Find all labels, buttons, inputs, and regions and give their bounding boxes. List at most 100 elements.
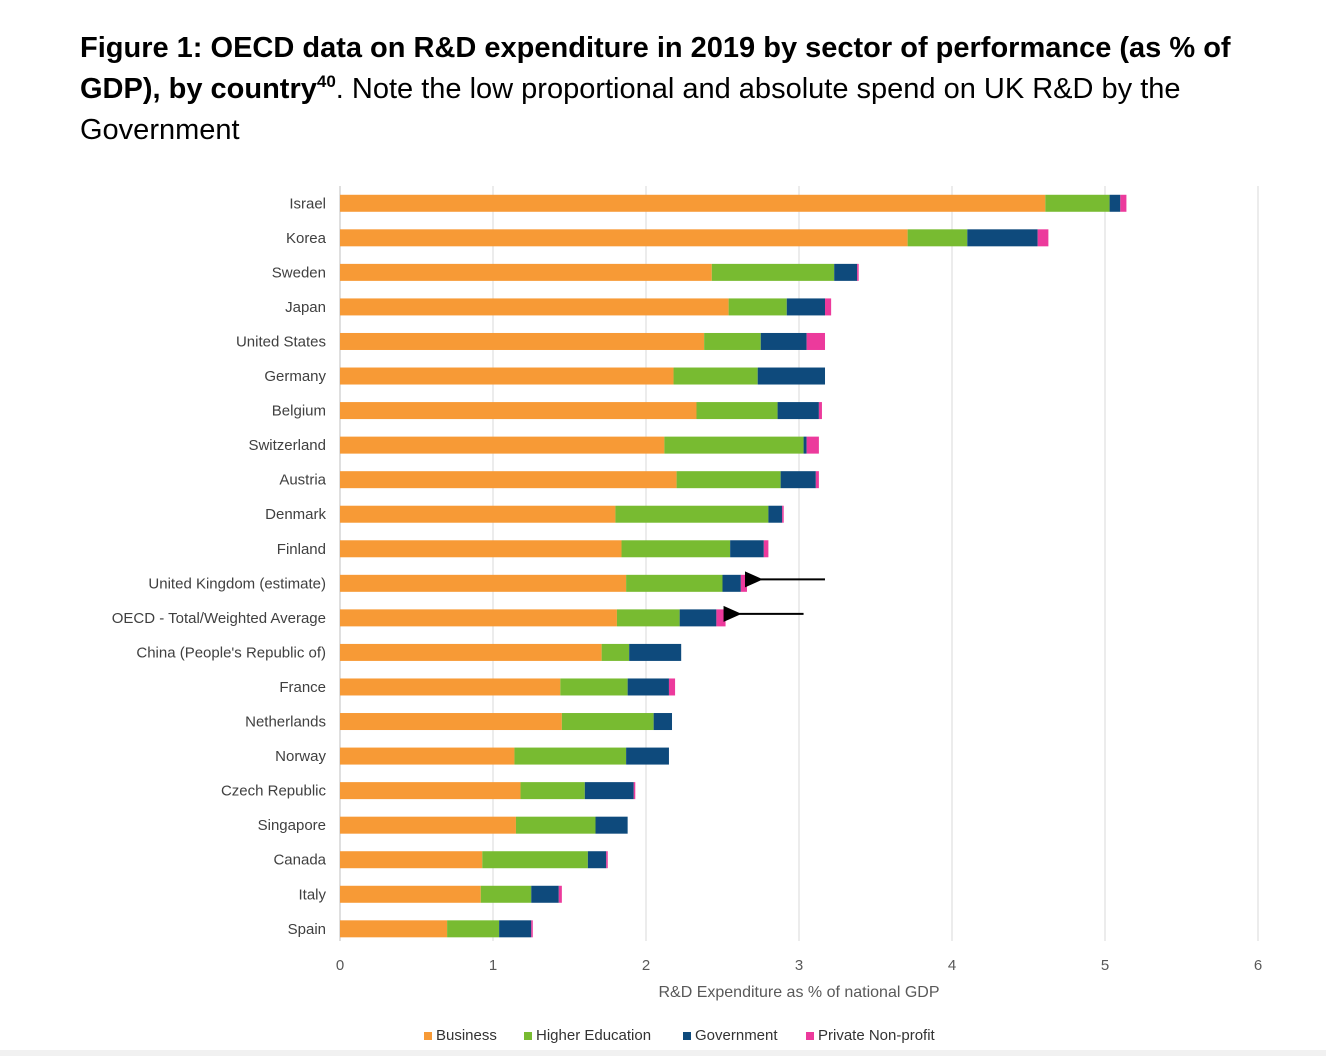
bar-canada-higher-education <box>482 851 588 869</box>
bar-korea-business <box>340 229 908 247</box>
bar-austria-business <box>340 471 677 489</box>
bar-finland-business <box>340 540 622 558</box>
bar-sweden-government <box>834 263 858 281</box>
bar-france-business <box>340 678 561 696</box>
bar-china-people-s-republic-of-business <box>340 643 602 661</box>
bar-belgium-government <box>777 402 819 420</box>
x-tick-label-4: 4 <box>948 957 956 974</box>
legend-item-business: Business <box>424 1027 497 1044</box>
bar-denmark-business <box>340 505 616 523</box>
legend-label-higher-education: Higher Education <box>536 1027 652 1044</box>
bar-oecd-total-weighted-average-private-non-profit <box>716 609 726 627</box>
bar-belgium-private-non-profit <box>818 402 822 420</box>
legend-swatch-private-non-profit <box>806 1031 814 1040</box>
bar-denmark-private-non-profit <box>782 505 784 523</box>
x-tick-label-1: 1 <box>489 957 497 974</box>
y-tick-label-czech-republic: Czech Republic <box>221 783 327 800</box>
bar-netherlands-business <box>340 713 562 731</box>
y-tick-label-oecd-total-weighted-average: OECD - Total/Weighted Average <box>112 610 326 627</box>
y-tick-label-austria: Austria <box>279 472 326 489</box>
bar-united-kingdom-estimate-government <box>722 574 741 592</box>
bar-japan-business <box>340 298 729 316</box>
bar-germany-government <box>757 367 826 385</box>
bar-united-states-business <box>340 332 705 350</box>
bar-norway-government <box>626 747 669 765</box>
bar-finland-government <box>730 540 764 558</box>
bar-czech-republic-business <box>340 782 521 800</box>
bar-sweden-private-non-profit <box>857 263 859 281</box>
legend-label-business: Business <box>436 1027 497 1044</box>
bar-czech-republic-higher-education <box>520 782 585 800</box>
bar-spain-private-non-profit <box>531 920 533 938</box>
legend-item-private-non-profit: Private Non-profit <box>806 1027 935 1044</box>
y-tick-label-singapore: Singapore <box>258 817 326 834</box>
bar-china-people-s-republic-of-government <box>629 643 682 661</box>
legend-label-government: Government <box>695 1027 778 1044</box>
bar-spain-government <box>499 920 532 938</box>
bar-canada-business <box>340 851 483 869</box>
bar-finland-higher-education <box>621 540 731 558</box>
x-tick-label-3: 3 <box>795 957 803 974</box>
legend-swatch-government <box>683 1031 691 1040</box>
bar-denmark-government <box>768 505 783 523</box>
y-tick-label-finland: Finland <box>277 541 326 558</box>
y-tick-label-italy: Italy <box>298 886 326 903</box>
bar-korea-government <box>967 229 1038 247</box>
y-tick-label-israel: Israel <box>289 195 326 212</box>
bar-france-government <box>627 678 669 696</box>
bar-italy-higher-education <box>480 885 532 903</box>
bar-germany-higher-education <box>673 367 758 385</box>
legend-swatch-higher-education <box>524 1031 532 1040</box>
y-tick-label-spain: Spain <box>288 921 326 938</box>
x-axis-title: R&D Expenditure as % of national GDP <box>658 984 939 1001</box>
bar-finland-private-non-profit <box>763 540 769 558</box>
bar-switzerland-business <box>340 436 665 454</box>
bar-singapore-government <box>595 816 628 834</box>
bar-france-higher-education <box>560 678 628 696</box>
legend-label-private-non-profit: Private Non-profit <box>818 1027 935 1044</box>
bar-czech-republic-government <box>584 782 634 800</box>
bar-japan-government <box>786 298 826 316</box>
bar-korea-higher-education <box>907 229 968 247</box>
bar-united-kingdom-estimate-business <box>340 574 627 592</box>
bar-germany-business <box>340 367 674 385</box>
y-tick-label-germany: Germany <box>264 368 326 385</box>
y-tick-label-france: France <box>279 679 326 696</box>
bar-austria-private-non-profit <box>815 471 819 489</box>
bar-israel-higher-education <box>1045 194 1110 212</box>
bar-oecd-total-weighted-average-government <box>679 609 717 627</box>
y-tick-label-belgium: Belgium <box>272 403 326 420</box>
x-tick-label-2: 2 <box>642 957 650 974</box>
bar-switzerland-higher-education <box>664 436 804 454</box>
legend-item-higher-education: Higher Education <box>524 1027 651 1044</box>
y-tick-label-japan: Japan <box>285 299 326 316</box>
y-tick-label-norway: Norway <box>275 748 326 765</box>
bar-japan-higher-education <box>728 298 787 316</box>
y-tick-label-canada: Canada <box>273 852 326 869</box>
bar-italy-government <box>531 885 559 903</box>
y-tick-label-china-people-s-republic-of: China (People's Republic of) <box>136 644 326 661</box>
caption-footnote: 40 <box>316 72 336 91</box>
y-tick-label-united-states: United States <box>236 333 326 350</box>
bar-austria-higher-education <box>676 471 781 489</box>
bar-spain-higher-education <box>447 920 500 938</box>
bar-netherlands-higher-education <box>561 713 654 731</box>
bar-belgium-business <box>340 402 697 420</box>
y-tick-label-korea: Korea <box>286 230 327 247</box>
bar-japan-private-non-profit <box>825 298 832 316</box>
bar-sweden-higher-education <box>711 263 835 281</box>
y-tick-label-switzerland: Switzerland <box>248 437 326 454</box>
bar-belgium-higher-education <box>696 402 778 420</box>
bar-spain-business <box>340 920 448 938</box>
bar-canada-government <box>587 851 607 869</box>
x-tick-label-5: 5 <box>1101 957 1109 974</box>
bar-united-states-government <box>760 332 807 350</box>
caption-title: Figure 1: OECD data on R&D expenditure i… <box>80 32 1231 105</box>
bar-korea-private-non-profit <box>1037 229 1049 247</box>
bar-norway-business <box>340 747 515 765</box>
bar-united-kingdom-estimate-higher-education <box>626 574 723 592</box>
bar-france-private-non-profit <box>668 678 676 696</box>
bar-czech-republic-private-non-profit <box>633 782 636 800</box>
y-tick-label-denmark: Denmark <box>265 506 326 523</box>
